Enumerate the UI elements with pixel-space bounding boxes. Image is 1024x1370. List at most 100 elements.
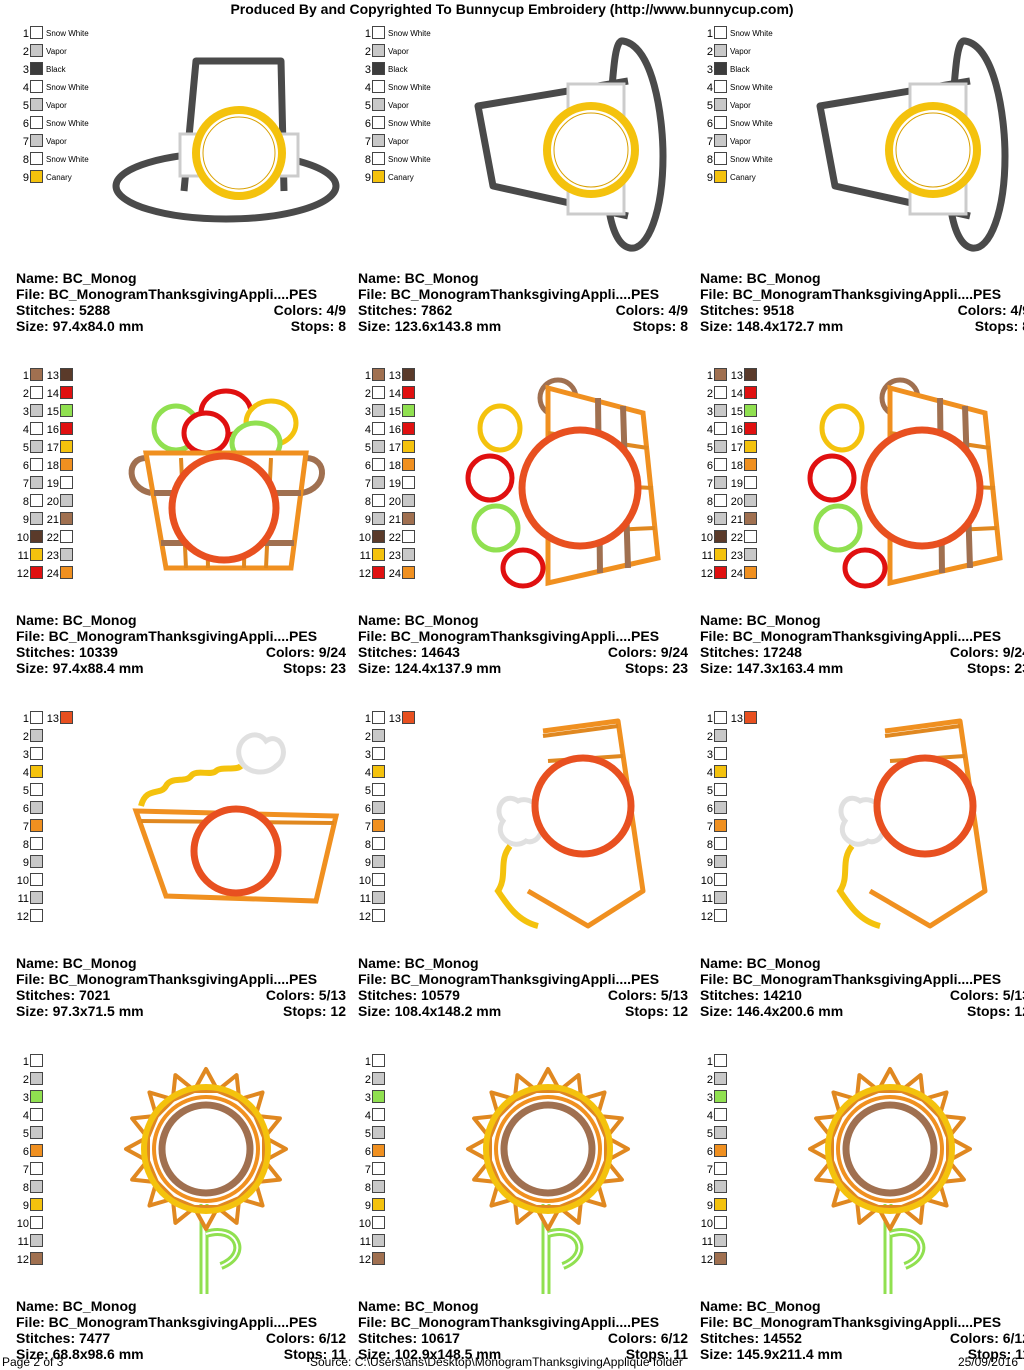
- color-count: Colors: 6/12: [949, 1330, 1024, 1346]
- color-swatch: [714, 1126, 727, 1139]
- color-number: 6: [364, 460, 371, 472]
- color-number: 11: [701, 1236, 713, 1248]
- color-swatch: [30, 566, 43, 579]
- color-swatch: [30, 476, 43, 489]
- color-swatch: [744, 566, 757, 579]
- palette-entry: 5 17: [16, 440, 73, 456]
- color-swatch: [714, 801, 727, 814]
- palette-entry: 4: [16, 1108, 43, 1124]
- color-swatch: [744, 458, 757, 471]
- stitch-count: Stitches: 7477: [16, 1330, 111, 1346]
- stop-count: Stops: 12: [624, 1003, 688, 1019]
- color-name: Vapor: [388, 137, 409, 146]
- color-name: Snow White: [388, 29, 431, 38]
- color-swatch: [372, 512, 385, 525]
- color-swatch: [30, 1108, 43, 1121]
- design-preview-image: [790, 368, 1024, 603]
- color-number: 4: [706, 424, 713, 436]
- design-size: Size: 97.3x71.5 mm: [16, 1003, 144, 1019]
- color-swatch: [30, 1126, 43, 1139]
- color-number: 13: [388, 370, 401, 382]
- color-number: 13: [730, 370, 743, 382]
- color-swatch: [372, 1054, 385, 1067]
- color-number: 19: [46, 478, 59, 490]
- design-size: Size: 147.3x163.4 mm: [700, 660, 844, 676]
- color-number: 2: [706, 731, 713, 743]
- palette-entry: 4: [700, 1108, 727, 1124]
- palette-entry: 1 13: [700, 711, 757, 727]
- color-number: 21: [388, 514, 401, 526]
- palette-entry: 9 Canary: [358, 170, 414, 186]
- design-card: 1 13 2 14 3 15 4 16 5 17 6 18 7 19 8 20 9 21 10 22 11 23 12 24 …: [16, 368, 346, 708]
- color-number: 12: [16, 568, 29, 580]
- color-swatch: [60, 458, 73, 471]
- color-swatch: [402, 458, 415, 471]
- color-swatch: [30, 26, 43, 39]
- palette-entry: 9 21: [700, 512, 757, 528]
- color-number: 17: [388, 442, 401, 454]
- color-swatch: [372, 1144, 385, 1157]
- color-number: 24: [46, 568, 59, 580]
- palette-entry: 4 Snow White: [358, 80, 431, 96]
- palette-entry: 6 Snow White: [700, 116, 773, 132]
- color-name: Snow White: [730, 119, 773, 128]
- color-number: 10: [16, 1218, 29, 1230]
- color-swatch: [60, 512, 73, 525]
- stop-count: Stops: 23: [966, 660, 1024, 676]
- design-size: Size: 102.9x148.5 mm: [358, 1346, 502, 1362]
- palette-entry: 9: [700, 1198, 727, 1214]
- color-swatch: [372, 1234, 385, 1247]
- palette-entry: 1 13: [16, 368, 73, 384]
- color-name: Snow White: [730, 83, 773, 92]
- palette-entry: 12 24: [16, 566, 73, 582]
- color-number: 11: [17, 893, 29, 905]
- color-swatch: [714, 152, 727, 165]
- palette-entry: 6: [700, 1144, 727, 1160]
- color-swatch: [30, 891, 43, 904]
- design-preview-image: [448, 711, 688, 946]
- palette-entry: 1 13: [358, 711, 415, 727]
- design-size: Size: 124.4x137.9 mm: [358, 660, 502, 676]
- color-swatch: [30, 729, 43, 742]
- palette-entry: 10: [358, 873, 385, 889]
- color-number: 3: [706, 64, 713, 76]
- color-swatch: [372, 1072, 385, 1085]
- design-info: Name: BC_Monog File: BC_MonogramThanksgiv…: [700, 1298, 1024, 1362]
- color-number: 11: [359, 893, 371, 905]
- design-file: File: BC_MonogramThanksgivingAppli....PE…: [700, 286, 1002, 302]
- color-name: Vapor: [730, 47, 751, 56]
- color-swatch: [372, 476, 385, 489]
- palette-entry: 11: [358, 1234, 385, 1250]
- color-swatch: [30, 1054, 43, 1067]
- color-number: 8: [22, 154, 29, 166]
- color-swatch: [714, 1234, 727, 1247]
- color-number: 3: [22, 1092, 29, 1104]
- color-name: Vapor: [46, 137, 67, 146]
- color-number: 1: [706, 1056, 713, 1068]
- color-number: 11: [17, 1236, 29, 1248]
- design-preview-image: [106, 26, 346, 261]
- design-card: 1 13 2 14 3 15 4 16 5 17 6 18 7 19 8 20 9 21 10 22 11 23 12 24 …: [700, 368, 1024, 708]
- color-number: 3: [706, 1092, 713, 1104]
- color-number: 7: [22, 1164, 29, 1176]
- color-swatch: [714, 116, 727, 129]
- print-date: 25/09/2016: [957, 1355, 1018, 1369]
- color-number: 12: [700, 911, 713, 923]
- color-number: 1: [22, 1056, 29, 1068]
- stop-count: Stops: 8: [290, 318, 346, 334]
- color-swatch: [372, 1216, 385, 1229]
- color-swatch: [714, 44, 727, 57]
- color-swatch: [372, 458, 385, 471]
- color-number: 5: [706, 785, 713, 797]
- color-name: Snow White: [46, 155, 89, 164]
- color-swatch: [372, 80, 385, 93]
- palette-entry: 8 Snow White: [16, 152, 89, 168]
- palette-entry: 5: [700, 1126, 727, 1142]
- palette-entry: 2 Vapor: [700, 44, 751, 60]
- stop-count: Stops: 23: [282, 660, 346, 676]
- color-swatch: [30, 747, 43, 760]
- color-swatch: [30, 62, 43, 75]
- color-name: Snow White: [46, 83, 89, 92]
- color-name: Vapor: [388, 101, 409, 110]
- color-number: 8: [22, 839, 29, 851]
